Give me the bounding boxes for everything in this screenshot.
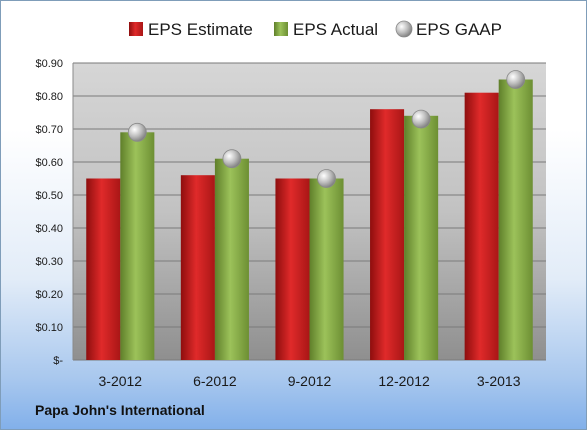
x-tick-label: 6-2012 — [193, 373, 237, 389]
x-tick-label: 12-2012 — [378, 373, 430, 389]
bar-eps-estimate — [86, 178, 121, 360]
y-tick-label: $- — [53, 355, 63, 367]
y-tick-label: $0.30 — [35, 256, 63, 268]
bar-eps-estimate — [370, 109, 405, 360]
company-name: Papa John's International — [35, 402, 205, 418]
bar-eps-estimate — [180, 175, 215, 360]
y-tick-label: $0.70 — [35, 124, 63, 136]
legend-label-estimate: EPS Estimate — [148, 20, 253, 39]
legend-label-gaap: EPS GAAP — [416, 20, 502, 39]
y-axis: $- $0.10 $0.20 $0.30 $0.40 $0.50 $0.60 $0.70 $0.… — [35, 58, 74, 367]
x-tick-label: 9-2012 — [288, 373, 332, 389]
point-eps-gaap — [222, 149, 242, 169]
bar-eps-estimate — [275, 178, 310, 360]
x-axis: 3-2012 6-2012 9-2012 12-2012 3-2013 — [99, 373, 521, 389]
y-tick-label: $0.10 — [35, 322, 63, 334]
point-eps-gaap — [411, 109, 431, 129]
point-eps-gaap — [127, 122, 147, 142]
legend-swatch-actual — [274, 22, 288, 36]
legend-swatch-gaap — [395, 20, 413, 38]
legend: EPS Estimate EPS Actual EPS GAAP — [129, 20, 502, 39]
bar-eps-actual — [214, 158, 249, 360]
bar-eps-estimate — [464, 92, 499, 360]
point-eps-gaap — [317, 169, 336, 188]
bars — [86, 79, 533, 360]
x-tick-label: 3-2013 — [477, 373, 521, 389]
y-tick-label: $0.40 — [35, 223, 63, 235]
y-tick-label: $0.60 — [35, 157, 63, 169]
y-tick-label: $0.50 — [35, 190, 63, 202]
y-tick-label: $0.80 — [35, 91, 63, 103]
x-tick-label: 3-2012 — [99, 373, 143, 389]
legend-label-actual: EPS Actual — [293, 20, 378, 39]
point-eps-gaap — [506, 70, 526, 89]
bar-eps-actual — [404, 115, 439, 360]
y-tick-label: $0.90 — [35, 58, 63, 70]
bar-eps-actual — [309, 178, 344, 360]
legend-swatch-estimate — [129, 22, 143, 36]
bar-eps-actual — [498, 79, 533, 360]
bar-eps-actual — [120, 132, 155, 360]
y-tick-label: $0.20 — [35, 289, 63, 301]
gaap-points — [127, 70, 526, 188]
